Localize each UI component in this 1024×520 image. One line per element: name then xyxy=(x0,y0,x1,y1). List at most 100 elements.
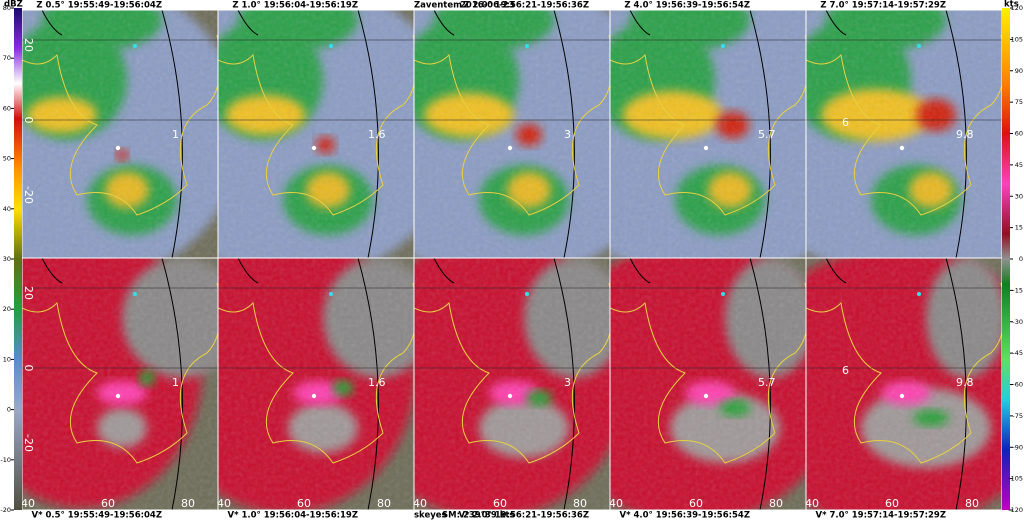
tick-label: 75 xyxy=(1015,98,1023,106)
tick-label: 70 xyxy=(3,54,11,62)
radar-site xyxy=(115,393,121,399)
panel-title: Z 2.0° 19:56:21-19:56:36Z xyxy=(463,1,589,11)
radar-site xyxy=(703,393,709,399)
colorbar-kts xyxy=(1002,8,1010,510)
tick-label: -75 xyxy=(1012,412,1023,420)
border xyxy=(22,282,218,464)
tick-label: 60 xyxy=(3,104,11,112)
tick-label: 30 xyxy=(3,255,11,263)
radar-panel xyxy=(218,258,414,510)
radar-panel xyxy=(22,10,218,258)
radar-site xyxy=(507,145,513,151)
tick-label: 15 xyxy=(1015,224,1023,232)
texture xyxy=(414,10,610,258)
texture xyxy=(414,258,610,510)
radar-panel xyxy=(414,10,610,258)
panel-title: Z 4.0° 19:56:39-19:56:54Z xyxy=(624,1,750,11)
range-label: 9.8 xyxy=(956,376,974,389)
reference-point xyxy=(721,44,725,48)
radar-site xyxy=(311,393,317,399)
border xyxy=(806,282,1002,464)
x-tick-label: 60 xyxy=(885,497,899,510)
panel-title: V* 4.0° 19:56:39-19:56:54Z xyxy=(619,511,750,520)
y-tick-label: -20 xyxy=(22,186,35,204)
radar-panel xyxy=(610,258,806,510)
x-tick-label: 60 xyxy=(101,497,115,510)
radar-site xyxy=(899,145,905,151)
tick-label: 105 xyxy=(1011,35,1023,43)
range-ring xyxy=(41,10,63,36)
panel-title: V* 7.0° 19:57:14-19:57:29Z xyxy=(815,511,946,520)
colorbar-dbz xyxy=(14,8,22,510)
tick-label: -105 xyxy=(1008,475,1023,483)
texture xyxy=(806,258,1002,510)
x-tick-label: 80 xyxy=(377,497,391,510)
border xyxy=(218,282,414,464)
range-ring xyxy=(433,10,455,36)
border xyxy=(610,282,806,464)
range-ring xyxy=(41,258,63,284)
tick-label: -10 xyxy=(0,456,11,464)
reference-point xyxy=(525,292,529,296)
radar-site xyxy=(311,145,317,151)
border xyxy=(22,34,218,216)
tick-label: -20 xyxy=(0,506,11,514)
radar-site xyxy=(115,145,121,151)
tick-label: 90 xyxy=(1015,67,1023,75)
radar-panel xyxy=(414,258,610,510)
texture xyxy=(218,258,414,510)
x-tick-label: 60 xyxy=(689,497,703,510)
radar-site xyxy=(703,145,709,151)
reference-point xyxy=(329,292,333,296)
range-ring xyxy=(825,258,847,284)
range-ring xyxy=(629,258,651,284)
x-tick-label: 40 xyxy=(609,497,623,510)
border xyxy=(806,34,1002,216)
range-ring xyxy=(433,258,455,284)
tick-label: 20 xyxy=(3,305,11,313)
x-tick-label: 40 xyxy=(805,497,819,510)
reference-point xyxy=(133,44,137,48)
x-tick-label: 60 xyxy=(297,497,311,510)
radar-site xyxy=(507,393,513,399)
x-tick-label: 80 xyxy=(181,497,195,510)
texture xyxy=(610,10,806,258)
site: Zaventem xyxy=(414,1,462,11)
range-ring xyxy=(629,10,651,36)
radar-panel xyxy=(218,10,414,258)
range-label: 5.7 xyxy=(758,128,776,141)
tick-label: 60 xyxy=(1015,130,1023,138)
range-label: 1 xyxy=(172,376,179,389)
range-label: 5.7 xyxy=(758,376,776,389)
reference-point xyxy=(721,292,725,296)
tick-label: 120 xyxy=(1011,4,1023,12)
x-tick-label: 60 xyxy=(493,497,507,510)
range-label: 1.6 xyxy=(368,376,386,389)
range-ring xyxy=(237,10,259,36)
range-label: 3 xyxy=(564,128,571,141)
radar-panel xyxy=(22,258,218,510)
border xyxy=(610,34,806,216)
panel-title: Z 1.0° 19:56:04-19:56:19Z xyxy=(232,1,358,11)
panel-title: V* 1.0° 19:56:04-19:56:19Z xyxy=(227,511,358,520)
x-tick-label: 80 xyxy=(573,497,587,510)
radar-panel xyxy=(610,10,806,258)
texture xyxy=(218,10,414,258)
x-tick-label: 40 xyxy=(413,497,427,510)
x-tick-label: 80 xyxy=(769,497,783,510)
reference-point xyxy=(917,44,921,48)
radar-panel xyxy=(806,10,1002,258)
range-label: 6 xyxy=(842,116,849,129)
panel-title: V* 0.5° 19:55:49-19:56:04Z xyxy=(31,511,162,520)
y-tick-label: -20 xyxy=(22,434,35,452)
range-label: 3 xyxy=(564,376,571,389)
y-tick-label: 0 xyxy=(22,365,35,372)
tick-label: 10 xyxy=(3,355,11,363)
tick-label: 80 xyxy=(3,4,11,12)
range-ring xyxy=(237,258,259,284)
border xyxy=(414,34,610,216)
tick-label: -60 xyxy=(1012,381,1023,389)
border xyxy=(218,34,414,216)
texture xyxy=(806,10,1002,258)
